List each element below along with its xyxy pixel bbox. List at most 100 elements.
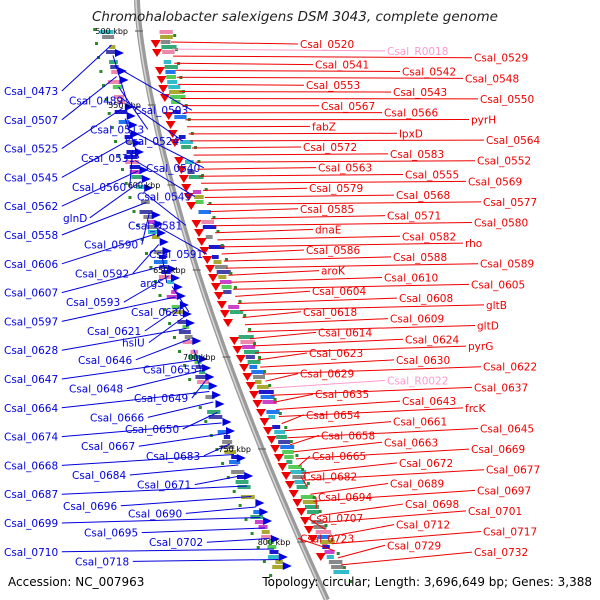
feature-block-right — [160, 35, 173, 39]
reverse-gene-arrow — [208, 274, 218, 282]
tick-mark — [349, 580, 353, 583]
left-leader-line — [206, 538, 270, 543]
right-leader-line — [171, 48, 386, 52]
right-gene-label: Csal_0548 — [465, 73, 519, 85]
left-leader-line — [143, 191, 187, 226]
feature-block-left — [182, 325, 190, 329]
right-leader-line — [281, 414, 305, 425]
feature-block-left — [269, 550, 279, 554]
left-leader-line — [194, 475, 243, 486]
reverse-gene-arrow — [165, 121, 176, 129]
right-leader-line — [262, 366, 482, 375]
left-gene-label: Csal_0628 — [4, 345, 58, 357]
right-gene-label: Csal_R0022 — [387, 376, 448, 388]
forward-gene-arrow — [128, 121, 138, 129]
reverse-gene-arrow — [273, 454, 284, 462]
right-gene-label: Csal_0614 — [318, 327, 372, 339]
tick-mark — [93, 28, 97, 31]
right-leader-line — [297, 537, 335, 552]
left-gene-label: Csal_0718 — [75, 556, 129, 568]
right-gene-label: Csal_0571 — [387, 211, 441, 223]
right-gene-label: Csal_0543 — [393, 87, 447, 99]
reverse-gene-arrow — [300, 517, 311, 525]
tick-mark — [256, 546, 260, 549]
left-leader-line — [118, 86, 149, 130]
tick-mark — [233, 286, 237, 289]
tick-mark — [197, 160, 201, 163]
feature-block-right — [171, 100, 181, 104]
right-gene-label: Csal_0589 — [480, 259, 534, 271]
left-gene-label: Csal_0648 — [69, 384, 123, 396]
right-gene-label: Csal_0629 — [300, 369, 354, 381]
left-leader-line — [120, 97, 184, 142]
feature-block-right — [198, 210, 211, 214]
tick-mark — [258, 356, 261, 359]
feature-block-right — [278, 440, 291, 444]
right-leader-line — [197, 167, 317, 170]
right-leader-line — [240, 304, 485, 311]
tick-mark — [229, 272, 233, 275]
tick-mark — [107, 112, 111, 115]
right-gene-label: Csal_0669 — [471, 444, 525, 456]
tick-mark — [95, 42, 98, 45]
right-leader-line — [221, 249, 305, 255]
forward-gene-arrow — [215, 400, 225, 408]
feature-block-left — [117, 100, 126, 104]
reverse-gene-arrow — [202, 256, 213, 264]
reverse-gene-arrow — [307, 535, 318, 543]
left-leader-line — [203, 443, 231, 457]
right-gene-label: Csal_0542 — [402, 67, 456, 79]
left-leader-line — [161, 254, 168, 284]
left-gene-label: Csal_0655 — [143, 364, 197, 376]
right-leader-line — [341, 551, 473, 566]
right-gene-label: Csal_0701 — [468, 506, 522, 518]
reverse-gene-arrow — [158, 85, 169, 93]
left-leader-line — [185, 506, 256, 514]
left-gene-label: Csal_0710 — [4, 547, 58, 559]
right-leader-line — [242, 311, 302, 319]
right-gene-label: Csal_0610 — [384, 273, 438, 285]
feature-block-left — [275, 560, 283, 564]
feature-block-right — [253, 375, 265, 379]
tick-mark — [330, 538, 334, 541]
forward-gene-arrow — [244, 472, 254, 480]
left-gene-label: Csal_0591 — [149, 249, 203, 261]
left-gene-label: Csal_0699 — [4, 518, 58, 530]
left-gene-label: Csal_0592 — [75, 268, 129, 280]
left-gene-label: glnD — [63, 213, 87, 225]
tick-mark — [99, 70, 103, 73]
tick-mark — [198, 406, 202, 409]
reverse-gene-arrow — [249, 391, 260, 399]
tick-mark — [128, 196, 132, 199]
right-gene-label: Csal_0654 — [306, 410, 360, 422]
left-gene-label: Csal_0683 — [146, 451, 200, 463]
left-gene-label: Csal_0513 — [90, 124, 144, 136]
feature-block-right — [160, 40, 171, 44]
feature-block-right — [242, 345, 256, 349]
right-gene-label: Csal_0622 — [483, 362, 537, 374]
feature-block-left — [161, 270, 171, 274]
kbp-label: 500 kbp — [95, 27, 128, 36]
tick-mark — [312, 496, 316, 499]
left-gene-label: Csal_0558 — [4, 230, 58, 242]
feature-block-left — [146, 225, 157, 229]
feature-block-left — [100, 30, 114, 34]
right-gene-label: Csal_0604 — [312, 286, 366, 298]
forward-gene-arrow — [255, 499, 265, 507]
feature-block-left — [109, 45, 116, 49]
reverse-gene-arrow — [154, 67, 165, 75]
left-leader-line — [61, 517, 261, 524]
feature-block-left — [129, 165, 141, 169]
feature-block-left — [109, 60, 118, 64]
right-leader-line — [249, 331, 317, 340]
left-leader-line — [61, 296, 176, 322]
right-gene-label: Csal_0729 — [387, 540, 441, 552]
tick-mark — [221, 462, 225, 465]
right-leader-line — [287, 428, 479, 439]
feature-block-right — [161, 45, 177, 49]
right-leader-line — [276, 400, 401, 410]
reverse-gene-arrow — [196, 238, 207, 246]
feature-block-right — [320, 540, 335, 544]
right-gene-label: dnaE — [315, 224, 341, 236]
left-gene-label: Csal_0696 — [63, 501, 117, 513]
